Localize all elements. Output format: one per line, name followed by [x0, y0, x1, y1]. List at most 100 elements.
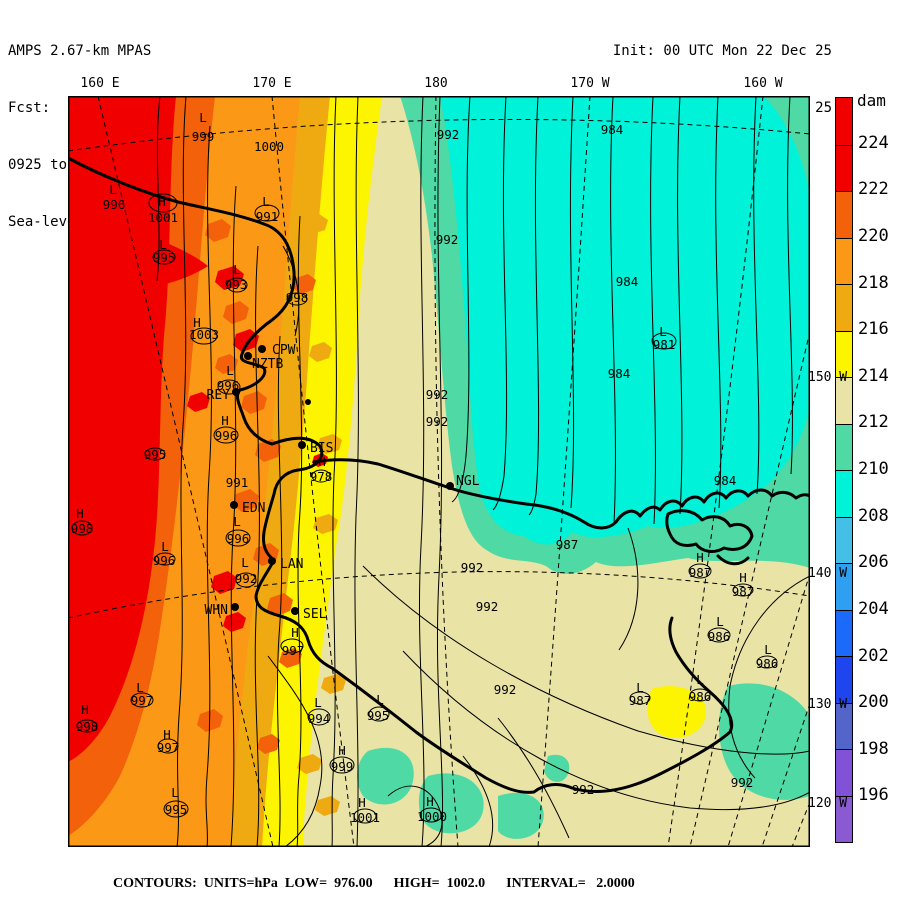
contour-label: L: [696, 672, 704, 687]
right-axis-label: 120 W: [808, 796, 848, 811]
station-dot: [446, 482, 454, 490]
top-axis-label: 160 E: [80, 76, 120, 91]
contour-label: 992: [494, 682, 517, 697]
contour-label: 996: [153, 553, 176, 568]
colorbar-tick: 198: [858, 738, 889, 759]
contour-label: 997: [131, 693, 154, 708]
contour-label: 978: [310, 469, 333, 484]
contour-label: 999: [331, 759, 354, 774]
contour-label: 986: [756, 656, 779, 671]
footer-contour-info: CONTOURS: UNITS=hPa LOW= 976.00 HIGH= 10…: [113, 876, 635, 891]
colorbar-tick: 196: [858, 785, 889, 806]
colorbar-segment: [836, 191, 852, 238]
contour-label: 991: [256, 209, 279, 224]
colorbar-segment: [836, 795, 852, 842]
station-dot: [268, 557, 276, 565]
contour-label: H: [163, 727, 171, 742]
contour-label: L: [161, 539, 169, 554]
colorbar-tick: 220: [858, 225, 889, 246]
contour-label: 992: [235, 571, 258, 586]
contour-label: L: [199, 110, 207, 125]
contour-label: L: [171, 785, 179, 800]
contour-label: 998: [71, 521, 94, 536]
cool-patches: [356, 683, 810, 839]
contour-label: 986: [689, 689, 712, 704]
station-label: WHN: [205, 603, 228, 618]
thickness-fill-208-210: [440, 96, 810, 545]
map-frame: [68, 96, 810, 847]
contour-label: L: [109, 182, 117, 197]
contour-label: 981: [653, 337, 676, 352]
contour-label: 999: [192, 129, 215, 144]
contour-label: 994: [308, 711, 331, 726]
contour-label: 992: [426, 387, 449, 402]
contour-label: 998: [76, 719, 99, 734]
colorbar-segment: [836, 144, 852, 191]
station-dot: [305, 399, 311, 405]
contour-label: 1000: [417, 809, 447, 824]
contour-label: 995: [367, 708, 390, 723]
contour-label: 984: [608, 366, 631, 381]
contour-label: 997: [157, 740, 180, 755]
thickness-red-tongue: [85, 221, 208, 296]
colorbar-tick: 200: [858, 692, 889, 713]
right-axis-label: 150 W: [808, 370, 848, 385]
map: L 999 1000 L 996 H 1001 L 991 L 995 L 993 998 H 1003 L 99…: [68, 96, 810, 847]
contour-label: 984: [616, 274, 639, 289]
contour-label: 996: [227, 531, 250, 546]
colorbar-tick: 202: [858, 645, 889, 666]
contour-label: 992: [572, 782, 595, 797]
colorbar-segment: [836, 470, 852, 517]
graticule: [68, 96, 810, 847]
contour-label: 987: [629, 693, 652, 708]
contour-label: L: [136, 680, 144, 695]
station-dot: [291, 607, 299, 615]
contour-label: 1001: [350, 810, 380, 825]
station-label: LAN: [280, 557, 303, 572]
contour-label: H: [291, 625, 299, 640]
colorbar-tick: 216: [858, 319, 889, 340]
contour-label: 992: [731, 775, 754, 790]
colorbar-segment: [836, 609, 852, 656]
colorbar-segment: [836, 284, 852, 331]
contour-label: L: [233, 262, 241, 277]
isobars: [71, 96, 810, 847]
colorbar-tick: 210: [858, 459, 889, 479]
contour-label: 1000: [254, 139, 284, 154]
contour-label: 992: [436, 232, 459, 247]
colorbar-segment: [836, 656, 852, 703]
contour-label: L: [241, 555, 249, 570]
colorbar-tick: 206: [858, 552, 889, 573]
station-label: EDN: [242, 501, 265, 516]
contour-label: 992: [426, 414, 449, 429]
colorbar-segment: [836, 237, 852, 284]
station-label: CPW: [272, 343, 296, 358]
right-axis-label: 140 W: [808, 566, 848, 581]
contour-label: 998: [286, 290, 309, 305]
colorbar-tick: 224: [858, 132, 889, 153]
station-label: REY: [207, 388, 231, 403]
contour-label: L: [659, 324, 667, 339]
contour-label: 984: [714, 473, 737, 488]
colorbar-tick: 214: [858, 365, 889, 386]
station-dot: [231, 603, 239, 611]
contour-label: 1003: [189, 327, 219, 342]
colorbar-segment: [836, 423, 852, 470]
contour-label: H: [81, 702, 89, 717]
contour-label: L: [314, 695, 322, 710]
colorbar: [835, 97, 853, 843]
top-axis-label: 160 W: [743, 76, 783, 91]
contour-label: L: [262, 194, 270, 209]
colorbar-segment: [836, 377, 852, 424]
contour-label: H: [318, 454, 326, 469]
colorbar-tick: 208: [858, 505, 889, 526]
colorbar-segment: [836, 749, 852, 796]
top-axis-label: 170 E: [252, 76, 292, 91]
contour-label: L: [159, 237, 167, 252]
contour-label: 987: [732, 584, 755, 599]
contour-label: H: [358, 795, 366, 810]
station-label: NZTB: [252, 357, 283, 372]
